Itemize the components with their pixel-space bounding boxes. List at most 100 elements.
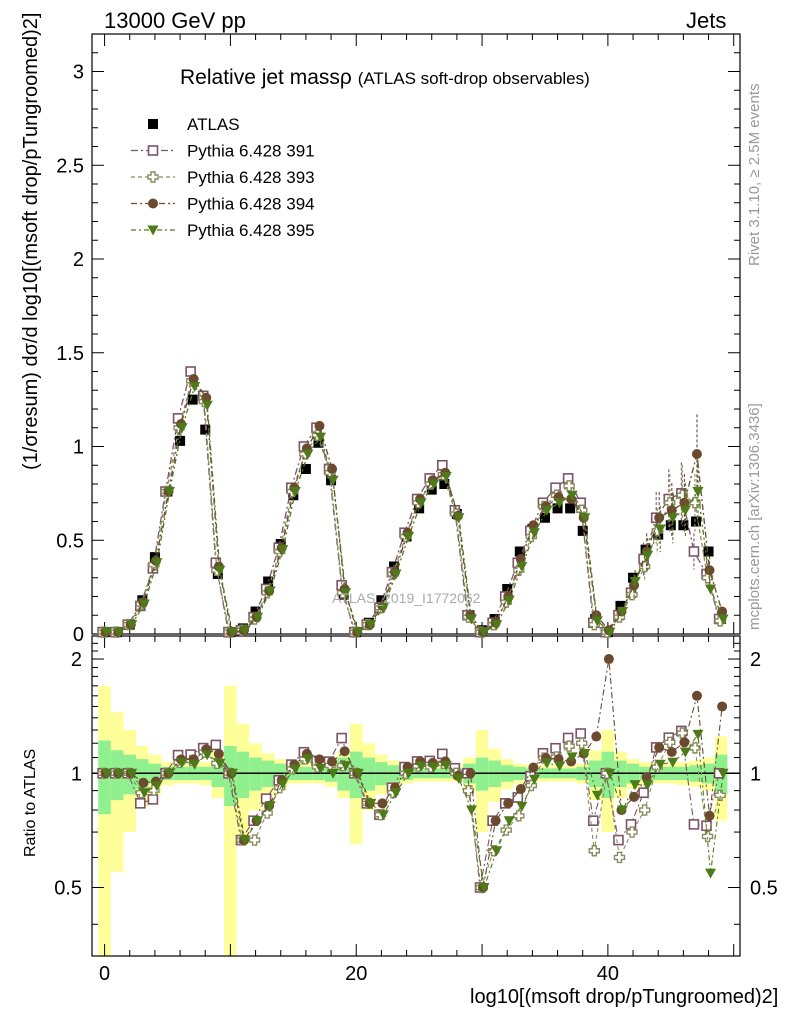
ratio-point-pythia-391 (336, 732, 347, 744)
point-pythia-394 (528, 520, 539, 531)
point-pythia-394 (654, 512, 665, 523)
point-pythia-395 (478, 627, 490, 638)
point-pythia-395 (541, 505, 553, 516)
ratio-point-pythia-393 (588, 845, 600, 857)
point-pythia-395 (629, 577, 641, 587)
point-pythia-395 (340, 588, 352, 599)
ratio-band-inner (249, 757, 262, 791)
ratio-point-pythia-395 (226, 768, 238, 779)
ratio-point-pythia-391 (135, 798, 146, 809)
point-pythia-395 (189, 382, 201, 392)
point-pythia-395 (164, 487, 176, 497)
ratio-point-pythia-394 (704, 810, 715, 821)
ratio-point-pythia-395 (516, 801, 528, 812)
point-pythia-395 (453, 513, 465, 524)
point-pythia-395 (566, 490, 578, 501)
legend-label-atlas: ATLAS (187, 115, 240, 134)
point-pythia-394 (327, 464, 338, 474)
ratio-point-pythia-393 (261, 807, 273, 819)
point-atlas (250, 606, 261, 617)
ratio-y-tick-label-right: 2 (750, 649, 761, 671)
point-pythia-395 (717, 614, 729, 625)
main-y-tick-label: 1.5 (56, 343, 84, 365)
point-pythia-395 (289, 487, 301, 497)
ratio-point-pythia-393 (638, 804, 651, 816)
ratio-point-pythia-395 (491, 846, 503, 857)
ratio-point-pythia-395 (667, 757, 679, 768)
point-pythia-395 (214, 565, 226, 576)
ratio-point-pythia-394 (717, 701, 728, 712)
main-y-tick-label: 0.5 (56, 530, 84, 552)
ratio-point-pythia-395 (151, 781, 163, 792)
ratio-point-pythia-395 (541, 758, 553, 769)
point-atlas (187, 394, 198, 405)
ratio-point-pythia-395 (377, 810, 389, 821)
legend-marker-atlas (148, 119, 158, 129)
point-pythia-394 (314, 420, 325, 431)
point-pythia-395 (365, 620, 377, 631)
ratio-band-outer (98, 685, 111, 956)
ratio-point-pythia-395 (277, 779, 289, 790)
ratio-y-tick-label: 1 (71, 763, 82, 785)
ratio-point-pythia-395 (176, 757, 188, 768)
ratio-point-pythia-395 (138, 788, 150, 799)
legend-marker-pythia-395 (147, 225, 159, 236)
ratio-point-pythia-393 (563, 740, 575, 752)
point-pythia-395 (176, 423, 188, 434)
series-line-pythia-393 (103, 379, 721, 634)
ratio-point-pythia-391 (688, 819, 700, 830)
point-pythia-395 (403, 532, 415, 542)
ratio-band-inner (362, 757, 376, 791)
ratio-point-pythia-395 (428, 762, 440, 773)
point-pythia-395 (465, 614, 477, 625)
header-right: Jets (686, 8, 727, 33)
ratio-point-pythia-391 (613, 834, 624, 846)
point-pythia-395 (528, 528, 540, 539)
ratio-point-pythia-394 (490, 815, 501, 826)
point-pythia-394 (666, 505, 677, 516)
ratio-point-pythia-395 (616, 805, 628, 816)
ratio-point-pythia-395 (654, 759, 666, 770)
ratio-point-pythia-395 (327, 768, 339, 779)
ratio-point-pythia-395 (692, 729, 704, 740)
ratio-point-pythia-395 (365, 798, 377, 809)
point-pythia-393 (626, 588, 638, 601)
ratio-point-pythia-395 (239, 835, 251, 846)
ratio-point-pythia-393 (689, 742, 701, 754)
point-atlas (175, 435, 186, 446)
point-atlas (703, 546, 714, 557)
ratio-point-pythia-395 (340, 761, 352, 772)
rivet-version-label: Rivet 3.1.10, ≥ 2.5M events (746, 83, 763, 267)
ratio-point-pythia-391 (210, 739, 222, 751)
main-y-tick-label: 1 (73, 437, 84, 459)
ratio-point-pythia-395 (415, 761, 427, 772)
x-tick-label: 0 (99, 963, 110, 985)
point-pythia-395 (667, 513, 679, 524)
ratio-point-pythia-391 (512, 792, 524, 803)
point-pythia-395 (642, 550, 654, 561)
ratio-point-pythia-394 (629, 791, 640, 802)
point-pythia-395 (151, 558, 163, 569)
point-atlas (565, 503, 576, 514)
point-pythia-394 (188, 374, 199, 384)
point-pythia-395 (264, 586, 276, 597)
point-pythia-395 (377, 603, 389, 614)
ratio-point-pythia-393 (248, 834, 261, 846)
chart-title-sub: (ATLAS soft-drop observables) (357, 69, 590, 88)
point-pythia-395 (604, 627, 616, 638)
point-pythia-395 (302, 449, 314, 460)
point-pythia-395 (415, 498, 427, 509)
chart-title-main: Relative jet massρ (180, 66, 352, 89)
point-pythia-395 (101, 627, 113, 638)
series-line-pythia-391 (102, 369, 720, 634)
ratio-point-pythia-395 (591, 790, 603, 801)
ratio-point-pythia-393 (576, 737, 588, 749)
ratio-point-pythia-394 (314, 754, 325, 765)
point-pythia-395 (516, 562, 528, 572)
ratio-y-tick-label: 0.5 (54, 878, 82, 900)
ratio-point-pythia-393 (500, 824, 512, 836)
ratio-point-pythia-395 (554, 761, 566, 772)
point-atlas (690, 516, 701, 527)
ratio-point-pythia-395 (289, 764, 301, 775)
point-pythia-391 (688, 546, 700, 557)
